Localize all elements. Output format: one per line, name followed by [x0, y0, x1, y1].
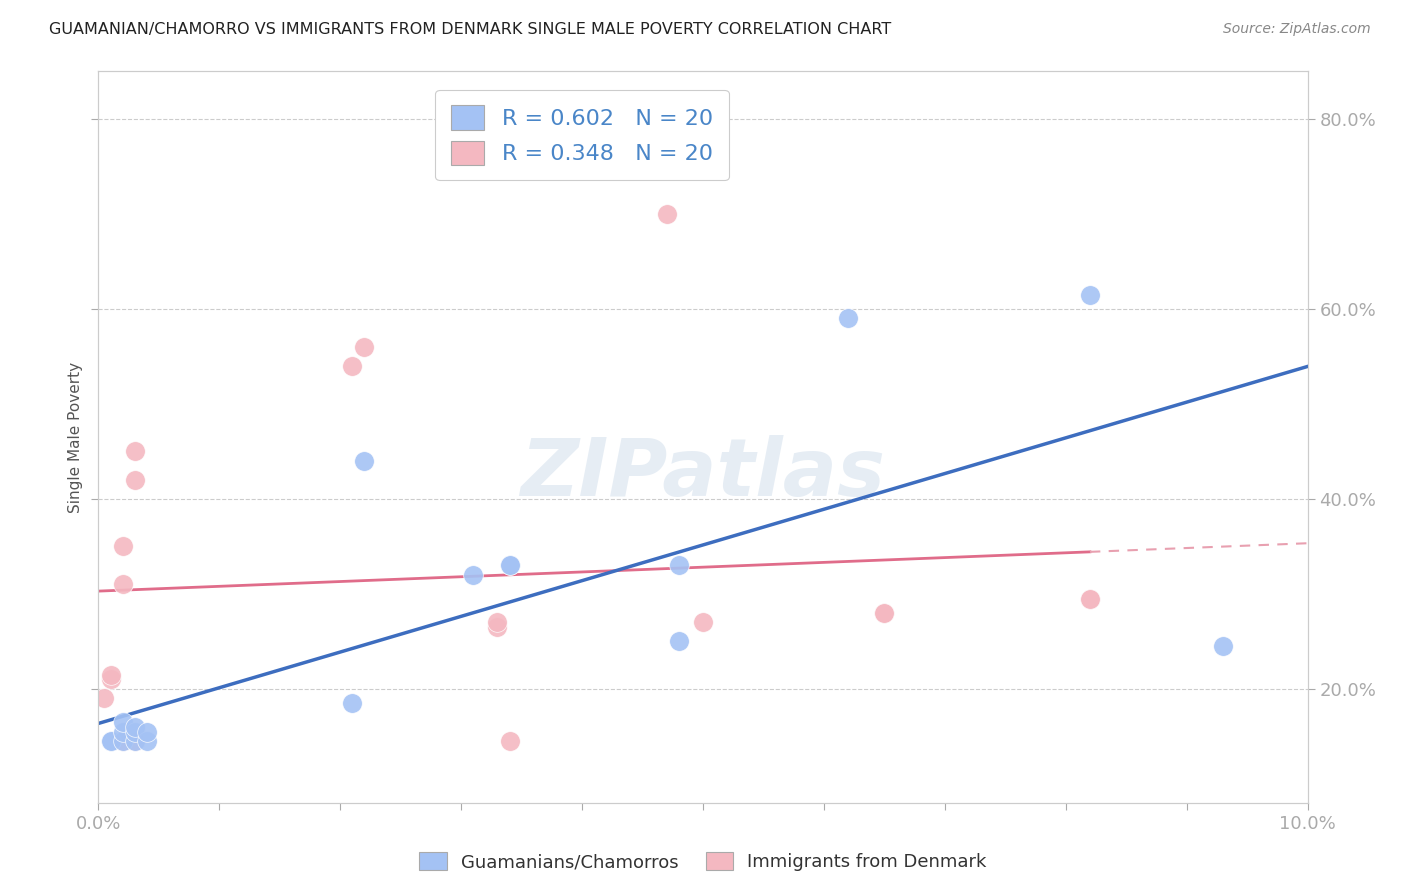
- Point: [1078, 591, 1101, 606]
- Point: [111, 724, 134, 739]
- Point: [498, 558, 520, 573]
- Point: [498, 558, 520, 573]
- Point: [111, 539, 134, 553]
- Point: [124, 724, 146, 739]
- Point: [93, 691, 115, 706]
- Point: [353, 454, 375, 468]
- Point: [124, 444, 146, 458]
- Point: [124, 734, 146, 748]
- Point: [342, 359, 364, 373]
- Point: [873, 606, 896, 620]
- Point: [498, 734, 520, 748]
- Legend: Guamanians/Chamorros, Immigrants from Denmark: Guamanians/Chamorros, Immigrants from De…: [412, 845, 994, 879]
- Point: [837, 311, 859, 326]
- Point: [111, 734, 134, 748]
- Point: [1078, 591, 1101, 606]
- Point: [135, 734, 157, 748]
- Y-axis label: Single Male Poverty: Single Male Poverty: [67, 361, 83, 513]
- Point: [873, 606, 896, 620]
- Point: [486, 620, 509, 634]
- Point: [100, 667, 122, 681]
- Point: [342, 696, 364, 710]
- Point: [100, 673, 122, 687]
- Point: [486, 615, 509, 630]
- Point: [124, 734, 146, 748]
- Point: [124, 473, 146, 487]
- Point: [111, 577, 134, 591]
- Point: [124, 720, 146, 734]
- Point: [100, 734, 122, 748]
- Point: [668, 634, 690, 648]
- Point: [655, 207, 678, 221]
- Point: [100, 734, 122, 748]
- Point: [463, 567, 485, 582]
- Legend: R = 0.602   N = 20, R = 0.348   N = 20: R = 0.602 N = 20, R = 0.348 N = 20: [436, 90, 728, 180]
- Point: [692, 615, 714, 630]
- Point: [1078, 287, 1101, 301]
- Text: Source: ZipAtlas.com: Source: ZipAtlas.com: [1223, 22, 1371, 37]
- Point: [135, 724, 157, 739]
- Text: ZIPatlas: ZIPatlas: [520, 434, 886, 513]
- Point: [1212, 639, 1234, 653]
- Point: [668, 558, 690, 573]
- Text: GUAMANIAN/CHAMORRO VS IMMIGRANTS FROM DENMARK SINGLE MALE POVERTY CORRELATION CH: GUAMANIAN/CHAMORRO VS IMMIGRANTS FROM DE…: [49, 22, 891, 37]
- Point: [111, 714, 134, 729]
- Point: [353, 340, 375, 354]
- Point: [111, 734, 134, 748]
